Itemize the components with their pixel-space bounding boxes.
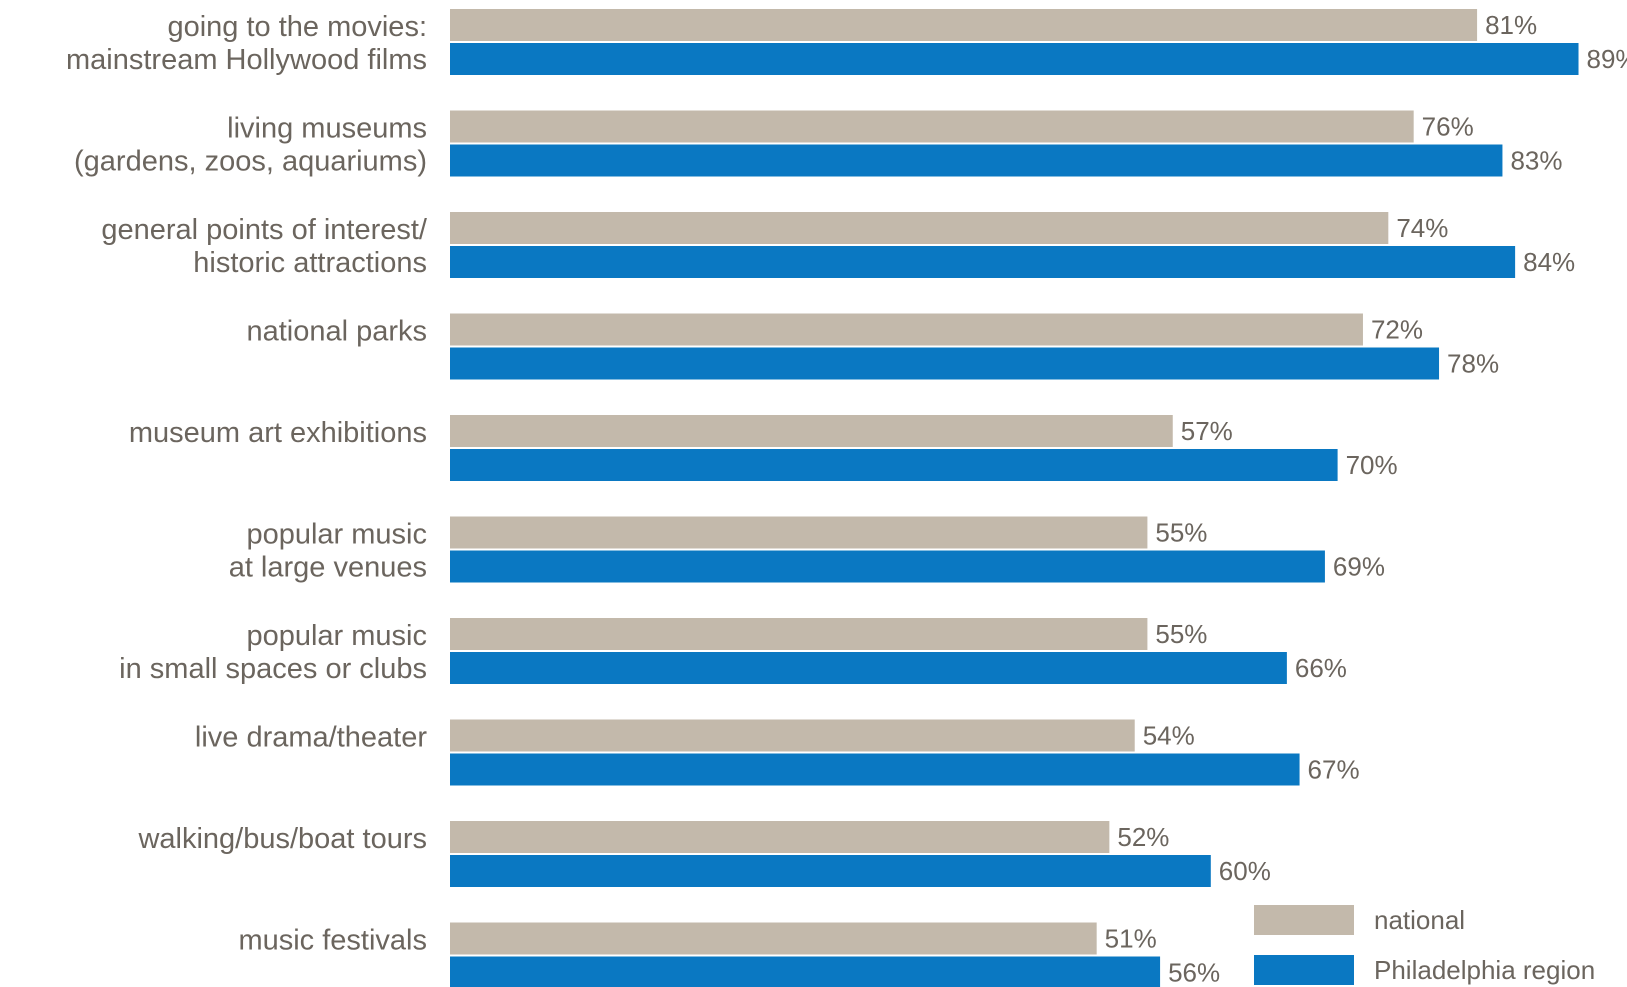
category-label-3-line-0: national parks bbox=[246, 316, 427, 348]
category-label-4-line-0: museum art exhibitions bbox=[129, 417, 427, 449]
value-label-national-1: 76% bbox=[1422, 112, 1474, 142]
legend: national Philadelphia region bbox=[1254, 905, 1595, 985]
bar-national-6 bbox=[450, 618, 1148, 650]
legend-label-philadelphia-region: Philadelphia region bbox=[1374, 955, 1595, 985]
legend-swatch-national bbox=[1254, 905, 1354, 935]
bar-national-7 bbox=[450, 719, 1135, 752]
category-label-5-line-1: at large venues bbox=[229, 552, 427, 584]
bars-layer bbox=[450, 9, 1579, 987]
legend-label-national: national bbox=[1374, 905, 1465, 935]
bar-philadelphia-region-1 bbox=[450, 144, 1503, 177]
category-label-0-line-1: mainstream Hollywood films bbox=[66, 44, 427, 76]
bar-philadelphia-region-8 bbox=[450, 855, 1211, 887]
value-label-national-7: 54% bbox=[1143, 721, 1195, 751]
category-label-5-line-0: popular music bbox=[246, 519, 427, 551]
value-label-national-2: 74% bbox=[1396, 213, 1448, 243]
value-label-philadelphia-region-6: 66% bbox=[1295, 653, 1347, 683]
value-label-philadelphia-region-0: 89% bbox=[1587, 44, 1627, 74]
category-label-6-line-0: popular music bbox=[246, 620, 427, 652]
bar-national-0 bbox=[450, 9, 1478, 41]
bar-national-5 bbox=[450, 516, 1148, 549]
bar-national-2 bbox=[450, 212, 1389, 244]
category-label-1-line-1: (gardens, zoos, aquariums) bbox=[74, 146, 427, 178]
value-label-national-5: 55% bbox=[1155, 518, 1207, 548]
bar-philadelphia-region-4 bbox=[450, 449, 1338, 481]
category-label-7-line-0: live drama/theater bbox=[195, 722, 427, 754]
bar-national-4 bbox=[450, 415, 1173, 447]
value-label-national-9: 51% bbox=[1105, 924, 1157, 954]
category-label-1-line-0: living museums bbox=[227, 113, 427, 145]
bar-national-3 bbox=[450, 313, 1363, 346]
category-label-9-line-0: music festivals bbox=[238, 925, 427, 957]
value-label-philadelphia-region-4: 70% bbox=[1346, 450, 1398, 480]
bar-national-8 bbox=[450, 821, 1110, 853]
value-label-philadelphia-region-3: 78% bbox=[1447, 349, 1499, 379]
bar-philadelphia-region-6 bbox=[450, 652, 1287, 684]
bar-philadelphia-region-0 bbox=[450, 43, 1579, 75]
legend-swatch-philadelphia-region bbox=[1254, 955, 1354, 985]
value-label-philadelphia-region-7: 67% bbox=[1308, 755, 1360, 785]
value-label-philadelphia-region-2: 84% bbox=[1523, 247, 1575, 277]
value-label-philadelphia-region-5: 69% bbox=[1333, 552, 1385, 582]
bar-national-1 bbox=[450, 110, 1414, 143]
category-label-0-line-0: going to the movies: bbox=[167, 11, 427, 43]
value-label-national-0: 81% bbox=[1485, 10, 1537, 40]
category-label-2-line-0: general points of interest/ bbox=[101, 214, 428, 246]
bar-philadelphia-region-9 bbox=[450, 956, 1161, 987]
bar-philadelphia-region-5 bbox=[450, 550, 1325, 583]
value-label-national-4: 57% bbox=[1181, 416, 1233, 446]
bar-philadelphia-region-3 bbox=[450, 347, 1440, 380]
value-label-national-6: 55% bbox=[1155, 619, 1207, 649]
value-label-philadelphia-region-1: 83% bbox=[1510, 146, 1562, 176]
labels-layer: 81% 89% going to the movies:mainstream Hol… bbox=[66, 10, 1627, 987]
bar-philadelphia-region-2 bbox=[450, 246, 1516, 278]
bar-national-9 bbox=[450, 922, 1097, 955]
category-label-8-line-0: walking/bus/boat tours bbox=[137, 823, 427, 855]
value-label-national-8: 52% bbox=[1117, 822, 1169, 852]
category-label-2-line-1: historic attractions bbox=[193, 247, 427, 279]
category-label-6-line-1: in small spaces or clubs bbox=[119, 653, 427, 685]
value-label-philadelphia-region-8: 60% bbox=[1219, 856, 1271, 886]
bar-philadelphia-region-7 bbox=[450, 753, 1300, 786]
value-label-national-3: 72% bbox=[1371, 315, 1423, 345]
value-label-philadelphia-region-9: 56% bbox=[1168, 958, 1220, 987]
